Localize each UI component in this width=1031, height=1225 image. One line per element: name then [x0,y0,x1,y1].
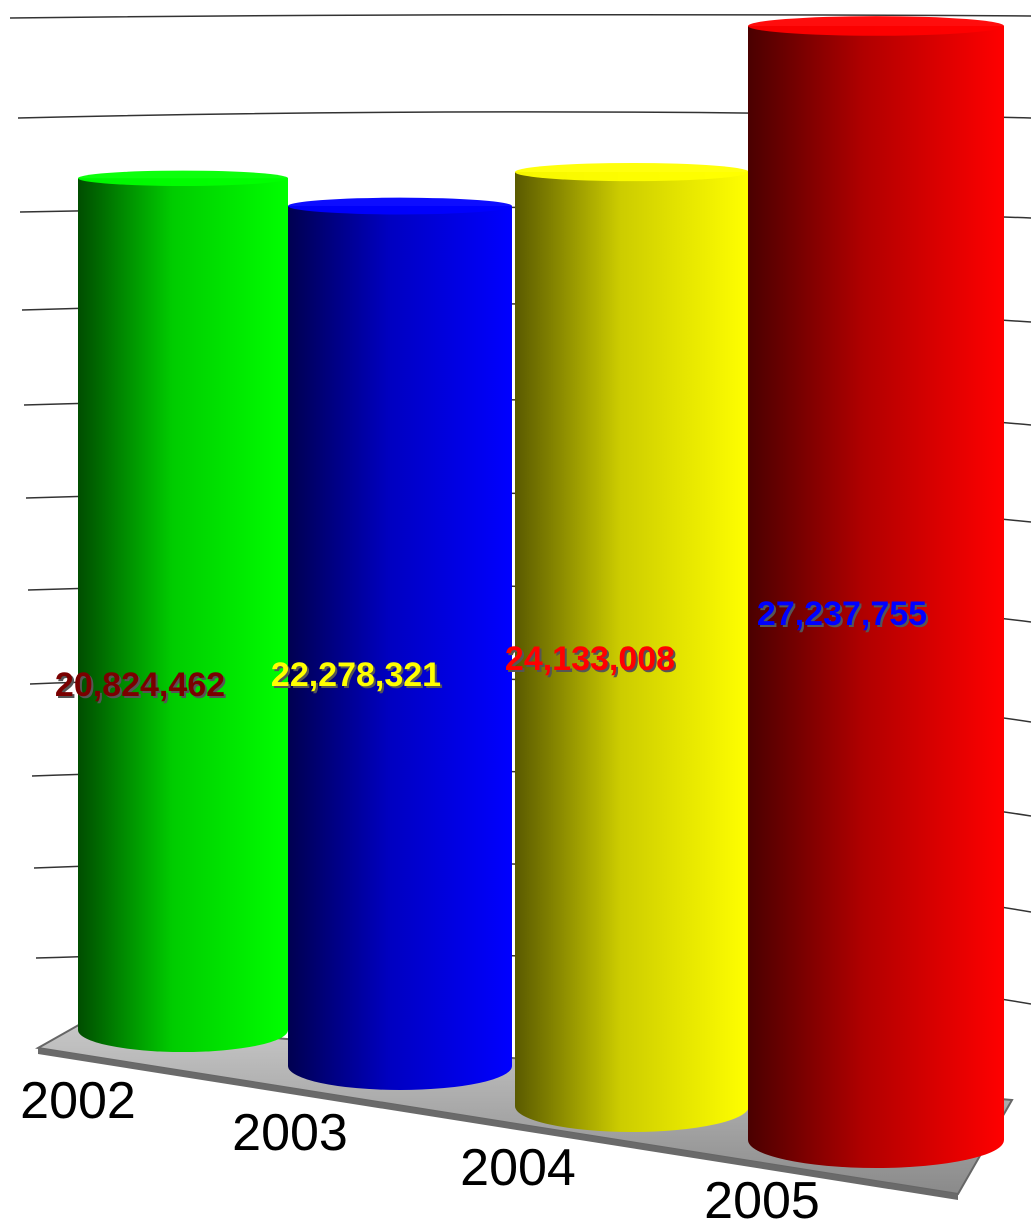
value-label-shadow: 22,278,321 [273,658,443,696]
value-label-2002: 20,824,462 [55,666,225,704]
x-tick-label-2003: 2003 [232,1104,348,1162]
x-tick-label-2004: 2004 [460,1139,576,1197]
x-tick-label-2002: 2002 [20,1072,136,1130]
value-label-shadow: 24,133,008 [507,642,677,680]
value-label-shadow: 20,824,462 [57,668,227,706]
value-label-2004: 24,133,008 [505,640,675,678]
value-label-2005: 27,237,755 [757,595,927,633]
bar-2002 [78,170,288,1052]
x-tick-label-2005: 2005 [704,1172,820,1225]
bar-2005 [748,16,1004,1168]
bar-2003 [288,197,512,1090]
value-label-2003: 22,278,321 [271,656,441,694]
bar-2004 [515,162,749,1132]
value-label-shadow: 27,237,755 [759,597,929,635]
